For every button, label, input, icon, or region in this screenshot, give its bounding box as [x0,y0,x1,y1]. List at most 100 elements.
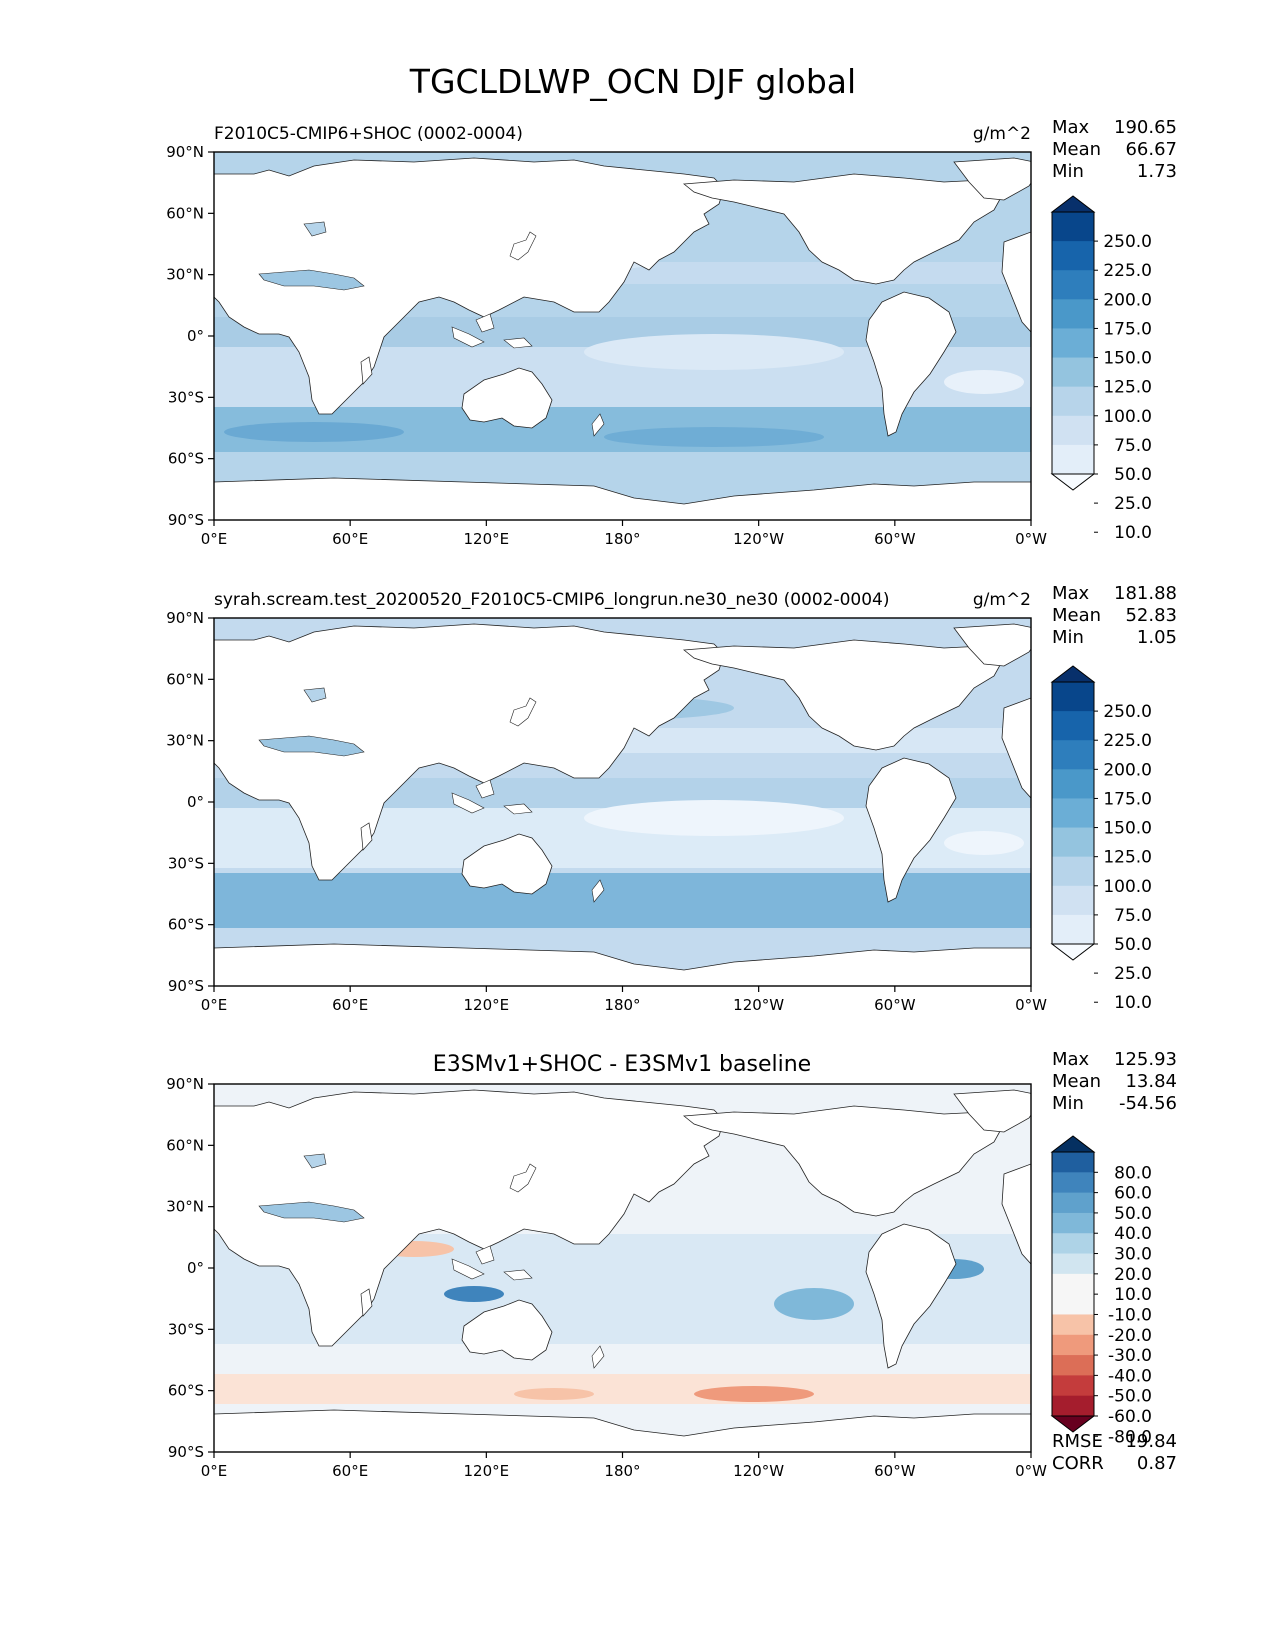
panel-2-lat-axis: 90°N 60°N 30°N 0° 30°S 60°S 90°S [166,609,214,995]
panel-3-metrics: RMSE 19.84 CORR 0.87 [1052,1431,1177,1474]
panel-3-mean-label: Mean [1052,1071,1101,1092]
lon-tick-label: 180° [604,1462,640,1480]
lat-tick-label: 30°S [168,854,204,872]
lon-tick-label: 0°W [1015,530,1047,548]
colorbar-segment [1052,1395,1094,1417]
colorbar-segment [1052,1192,1094,1214]
colorbar-tick-label: 10.0 [1114,523,1152,543]
colorbar-extend-max [1050,1135,1096,1153]
colorbar-tick-label: -10.0 [1108,1305,1152,1325]
colorbar-segment [1052,1253,1094,1275]
lon-tick-label: 180° [604,996,640,1014]
colorbar-frame [1051,681,1095,945]
panel-1-colorbar: 250.0 225.0 200.0 175.0 150.0 125.0 100.0 75.0 5… [1050,195,1152,543]
colorbar-tick-label: 75.0 [1114,906,1152,926]
panel-1: F2010C5-CMIP6+SHOC (0002-0004) g/m^2 90°… [166,117,1177,548]
colorbar-tick-label: 175.0 [1103,789,1152,809]
colorbar-tick-label: 250.0 [1103,702,1152,722]
panel-2-stats: Max 181.88 Mean 52.83 Min 1.05 [1052,583,1177,648]
colorbar-segment [1052,328,1094,359]
panel-2-min-label: Min [1052,627,1084,648]
colorbar-tick-label: 75.0 [1114,436,1152,456]
colorbar-frame [1051,1151,1095,1417]
panel-1-min-label: Min [1052,161,1084,182]
colorbar-tick-label: 20.0 [1114,1265,1152,1285]
panel-3: E3SMv1+SHOC - E3SMv1 baseline 90°N 60°N 30… [166,1049,1177,1480]
colorbar-tick-label: 10.0 [1114,993,1152,1013]
panel-3-max-label: Max [1052,1049,1090,1070]
corr-label: CORR [1052,1453,1104,1474]
colorbar-tick-label: 50.0 [1114,935,1152,955]
rmse-value: 19.84 [1125,1431,1177,1452]
panel-3-lon-axis: 0°E 60°E 120°E 180° 120°W 60°W 0°W [201,1452,1047,1480]
panel-1-units: g/m^2 [973,124,1031,144]
lat-tick-label: 30°S [168,1320,204,1338]
lat-tick-label: 60°N [166,1136,204,1154]
panel-3-colorbar: 80.060.050.040.030.020.010.0-10.0-20.0-3… [1050,1135,1152,1447]
panel-3-max-value: 125.93 [1114,1049,1177,1070]
lon-tick-label: 0°E [201,996,228,1014]
colorbar-tick-label: 50.0 [1114,465,1152,485]
colorbar-segment [1052,740,1094,770]
lat-tick-label: 90°N [166,143,204,161]
panel-2-mean-label: Mean [1052,605,1101,626]
lat-tick-label: 60°S [168,450,204,468]
lon-tick-label: 120°E [464,1462,510,1480]
lon-tick-label: 60°E [332,1462,368,1480]
panel-2: syrah.scream.test_20200520_F2010C5-CMIP6… [166,583,1177,1014]
panel-2-max-label: Max [1052,583,1090,604]
panel-1-lon-axis: 0°E 60°E 120°E 180° 120°W 60°W 0°W [201,520,1047,548]
colorbar-tick-label: 225.0 [1103,731,1152,751]
colorbar-tick-label: -50.0 [1108,1387,1152,1407]
lat-tick-label: 60°N [166,670,204,688]
lon-tick-label: 180° [604,530,640,548]
lat-tick-label: 30°N [166,732,204,750]
lat-tick-label: 90°N [166,609,204,627]
lat-tick-label: 90°S [168,511,204,529]
lon-tick-label: 0°E [201,530,228,548]
colorbar-extend-max [1050,195,1096,213]
colorbar-segment [1052,212,1094,242]
colorbar-segment [1052,885,1094,916]
colorbar-tick-label: 50.0 [1114,1204,1152,1224]
colorbar-segment [1052,682,1094,712]
panel-2-colorbar: 250.0 225.0 200.0 175.0 150.0 125.0 100.0 75.0 5… [1050,665,1152,1013]
colorbar-tick-label: 100.0 [1103,877,1152,897]
colorbar-segment [1052,357,1094,388]
panel-1-mean-label: Mean [1052,139,1101,160]
colorbar-segment [1052,1273,1094,1295]
panel-3-min-label: Min [1052,1093,1084,1114]
lat-tick-label: 90°S [168,1443,204,1461]
colorbar-segment [1052,1294,1094,1315]
colorbar-extend-min [1050,473,1096,491]
lon-tick-label: 120°W [733,996,784,1014]
lat-tick-label: 90°S [168,977,204,995]
colorbar-tick-label: 200.0 [1103,290,1152,310]
lat-tick-label: 30°S [168,388,204,406]
panel-2-units: g/m^2 [973,590,1031,610]
figure-title: TGCLDLWP_OCN DJF global [409,62,856,101]
lat-tick-label: 60°N [166,204,204,222]
panel-3-min-value: -54.56 [1119,1093,1177,1114]
colorbar-extend-min [1050,1415,1096,1433]
colorbar-tick-label: 250.0 [1103,232,1152,252]
lon-tick-label: 60°W [874,1462,916,1480]
colorbar-segment [1052,1233,1094,1255]
colorbar-segment [1052,914,1094,945]
lon-tick-label: 0°E [201,1462,228,1480]
lat-tick-label: 30°N [166,266,204,284]
panel-1-stats: Max 190.65 Mean 66.67 Min 1.73 [1052,117,1177,182]
panel-2-lon-axis: 0°E 60°E 120°E 180° 120°W 60°W 0°W [201,986,1047,1014]
panel-3-stats: Max 125.93 Mean 13.84 Min -54.56 [1052,1049,1177,1114]
colorbar-tick-label: 225.0 [1103,261,1152,281]
lat-tick-label: 60°S [168,1382,204,1400]
lon-tick-label: 120°W [733,1462,784,1480]
colorbar-segment [1052,769,1094,799]
colorbar-tick-label: 25.0 [1114,494,1152,514]
panel-1-title: F2010C5-CMIP6+SHOC (0002-0004) [214,124,523,144]
colorbar-tick-label: 60.0 [1114,1184,1152,1204]
colorbar-segment [1052,386,1094,417]
panel-1-mean-value: 66.67 [1125,139,1177,160]
colorbar-tick-label: 40.0 [1114,1224,1152,1244]
